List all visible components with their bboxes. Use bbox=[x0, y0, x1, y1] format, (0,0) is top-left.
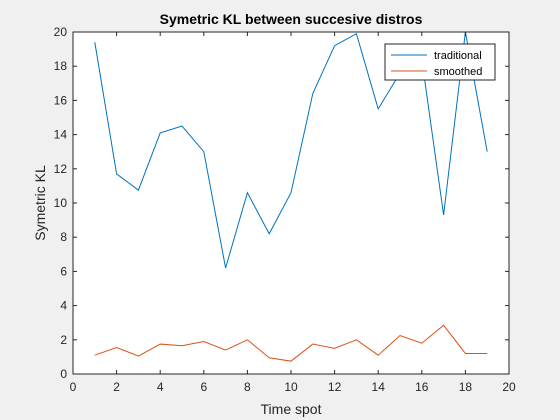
x-tick-label: 12 bbox=[328, 380, 342, 394]
y-tick-label: 14 bbox=[54, 128, 68, 142]
y-axis-label: Symetric KL bbox=[32, 165, 48, 241]
series-line-1 bbox=[94, 324, 488, 362]
x-tick-label: 6 bbox=[200, 380, 207, 394]
y-tick-label: 16 bbox=[54, 93, 68, 107]
x-tick-label: 20 bbox=[502, 380, 516, 394]
x-tick-label: 4 bbox=[157, 380, 164, 394]
y-tick-label: 12 bbox=[54, 162, 68, 176]
x-tick-label: 10 bbox=[284, 380, 298, 394]
x-tick-label: 8 bbox=[244, 380, 251, 394]
x-tick-label: 14 bbox=[372, 380, 386, 394]
x-tick-label: 16 bbox=[415, 380, 429, 394]
chart-title: Symetric KL between succesive distros bbox=[160, 11, 423, 27]
legend-label-0: traditional bbox=[434, 50, 482, 62]
y-tick-label: 20 bbox=[54, 25, 68, 39]
y-tick-label: 8 bbox=[60, 230, 67, 244]
y-tick-label: 4 bbox=[60, 299, 67, 313]
x-tick-label: 18 bbox=[459, 380, 473, 394]
x-tick-label: 0 bbox=[70, 380, 77, 394]
legend-label-1: smoothed bbox=[434, 66, 482, 78]
y-tick-label: 6 bbox=[60, 264, 67, 278]
x-tick-label: 2 bbox=[113, 380, 120, 394]
legend: traditional smoothed bbox=[384, 43, 496, 81]
legend-box bbox=[384, 43, 496, 81]
plot-area bbox=[73, 32, 509, 374]
y-tick-label: 10 bbox=[54, 196, 68, 210]
y-tick-label: 2 bbox=[60, 333, 67, 347]
y-tick-label: 18 bbox=[54, 59, 68, 73]
x-axis-label: Time spot bbox=[261, 401, 322, 417]
y-tick-label: 0 bbox=[60, 367, 67, 381]
axes-layer: 0 2 4 6 8 10 12 14 16 18 20 0 2 4 6 8 10 12 14 16 18 20 bbox=[54, 25, 516, 394]
